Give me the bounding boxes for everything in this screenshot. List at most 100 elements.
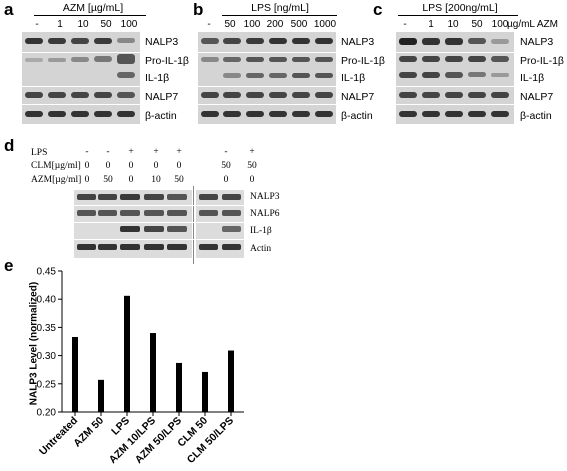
panel-d-clm-value: 0 bbox=[105, 161, 111, 171]
x-tick-label: LPS bbox=[109, 415, 132, 438]
panel-d-azm-value: 0 bbox=[223, 175, 229, 185]
panel-a-blot bbox=[22, 32, 140, 124]
panel-c-separator bbox=[396, 104, 514, 105]
panel-d-azm-value: 10 bbox=[151, 175, 161, 185]
panel-d-row-label: NALP6 bbox=[250, 209, 280, 219]
panel-a-header-line bbox=[34, 15, 146, 16]
panel-a-separator bbox=[22, 104, 140, 105]
panel-a-letter: a bbox=[4, 0, 14, 19]
panel-c-lane: - bbox=[403, 19, 407, 30]
panel-d-azm-value: 0 bbox=[128, 175, 134, 185]
panel-c-unit: µg/mL AZM bbox=[507, 19, 558, 30]
bar bbox=[176, 362, 182, 412]
panel-d-azm-value: 0 bbox=[84, 175, 90, 185]
panel-b-header: LPS [ng/mL] bbox=[251, 2, 309, 14]
panel-d-lps-value: + bbox=[128, 147, 134, 157]
panel-b-header-line bbox=[222, 15, 337, 16]
panel-d-separator bbox=[74, 222, 244, 223]
panel-c-row-label: Pro-IL-1β bbox=[520, 55, 564, 67]
bar bbox=[72, 336, 78, 412]
panel-d-letter: d bbox=[4, 136, 15, 155]
panel-d-separator bbox=[74, 239, 244, 240]
panel-d-row-label: IL-1β bbox=[250, 226, 272, 236]
y-tick-label: 0.45 bbox=[37, 267, 57, 278]
panel-d-lps-value: + bbox=[153, 147, 159, 157]
panel-b-separator bbox=[198, 86, 336, 87]
y-tick-label: 0.20 bbox=[37, 408, 57, 419]
bar bbox=[150, 333, 156, 412]
panel-a-header: AZM [µg/mL] bbox=[62, 2, 124, 14]
panel-b-blot bbox=[198, 32, 336, 124]
panel-a-lane: - bbox=[35, 19, 39, 30]
panel-a-lane: 1 bbox=[57, 19, 63, 30]
panel-d-azm-value: 0 bbox=[249, 175, 255, 185]
panel-b-separator bbox=[198, 104, 336, 105]
panel-d-blot-right bbox=[196, 190, 244, 258]
panel-b-row-label: NALP7 bbox=[341, 91, 375, 103]
panel-a-row-label: NALP3 bbox=[145, 36, 179, 48]
panel-b-row-label: Pro-IL-1β bbox=[341, 55, 385, 67]
bar bbox=[98, 379, 104, 412]
panel-b-lane: 200 bbox=[266, 19, 284, 30]
panel-b-row-label: NALP3 bbox=[341, 36, 375, 48]
panel-c-separator bbox=[396, 52, 514, 53]
panel-d-clm-value: 0 bbox=[128, 161, 134, 171]
panel-d-lps-value: + bbox=[249, 147, 255, 157]
panel-d-condition-label: CLM[µg/ml] bbox=[31, 161, 81, 171]
y-tick-label: 0.30 bbox=[37, 351, 57, 362]
panel-b-lane: 500 bbox=[290, 19, 308, 30]
panel-d-clm-value: 0 bbox=[176, 161, 182, 171]
panel-d-azm-value: 50 bbox=[174, 175, 184, 185]
panel-a-lane: 10 bbox=[77, 19, 89, 30]
panel-c-row-label: NALP7 bbox=[520, 91, 554, 103]
panel-a-lane: 50 bbox=[100, 19, 112, 30]
panel-b-row-label: IL-1β bbox=[341, 72, 366, 84]
panel-a-separator bbox=[22, 86, 140, 87]
y-tick-label: 0.25 bbox=[37, 379, 57, 390]
panel-a-lane: 100 bbox=[120, 19, 138, 30]
panel-b-letter: b bbox=[193, 0, 204, 19]
panel-b-lane: - bbox=[207, 19, 211, 30]
panel-c-row-label: IL-1β bbox=[520, 72, 545, 84]
bar bbox=[228, 350, 234, 412]
panel-d-blot-left bbox=[74, 190, 192, 258]
panel-b-row-label: β-actin bbox=[341, 110, 373, 122]
x-tick-label: Untreated bbox=[37, 415, 80, 458]
panel-d-lps-value: - bbox=[224, 147, 228, 157]
panel-b-lane: 1000 bbox=[313, 19, 337, 30]
panel-b-lane: 100 bbox=[243, 19, 261, 30]
panel-c-lane: 10 bbox=[447, 19, 459, 30]
y-tick-label: 0.40 bbox=[37, 295, 57, 306]
bar bbox=[124, 295, 130, 412]
panel-a-row-label: β-actin bbox=[145, 110, 177, 122]
panel-d-divider bbox=[193, 186, 194, 264]
panel-a-row-label: Pro-IL-1β bbox=[145, 55, 189, 67]
panel-d-condition-label: LPS bbox=[31, 148, 48, 158]
panel-c-lane: 50 bbox=[471, 19, 483, 30]
panel-c-lane: 1 bbox=[428, 19, 434, 30]
panel-d-clm-value: 0 bbox=[153, 161, 159, 171]
panel-c-header: LPS [200ng/mL] bbox=[422, 2, 498, 14]
y-tick-label: 0.35 bbox=[37, 323, 57, 334]
panel-a-row-label: NALP7 bbox=[145, 91, 179, 103]
panel-d-separator bbox=[74, 205, 244, 206]
panel-a-row-label: IL-1β bbox=[145, 72, 170, 84]
bar bbox=[202, 371, 208, 412]
panel-c-blot bbox=[396, 32, 514, 124]
panel-a-separator bbox=[22, 52, 140, 53]
panel-c-row-label: NALP3 bbox=[520, 36, 554, 48]
panel-c-separator bbox=[396, 86, 514, 87]
panel-d-row-label: Actin bbox=[250, 244, 272, 254]
panel-d-clm-value: 0 bbox=[84, 161, 90, 171]
panel-d-clm-value: 50 bbox=[247, 161, 257, 171]
panel-c-letter: c bbox=[373, 0, 383, 19]
panel-c-lane: 100 bbox=[491, 19, 509, 30]
panel-b-separator bbox=[198, 52, 336, 53]
panel-c-header-line bbox=[398, 15, 518, 16]
panel-d-clm-value: 50 bbox=[221, 161, 231, 171]
panel-d-lps-value: - bbox=[85, 147, 89, 157]
panel-b-lane: 50 bbox=[224, 19, 236, 30]
panel-d-lps-value: + bbox=[176, 147, 182, 157]
panel-d-azm-value: 50 bbox=[103, 175, 113, 185]
